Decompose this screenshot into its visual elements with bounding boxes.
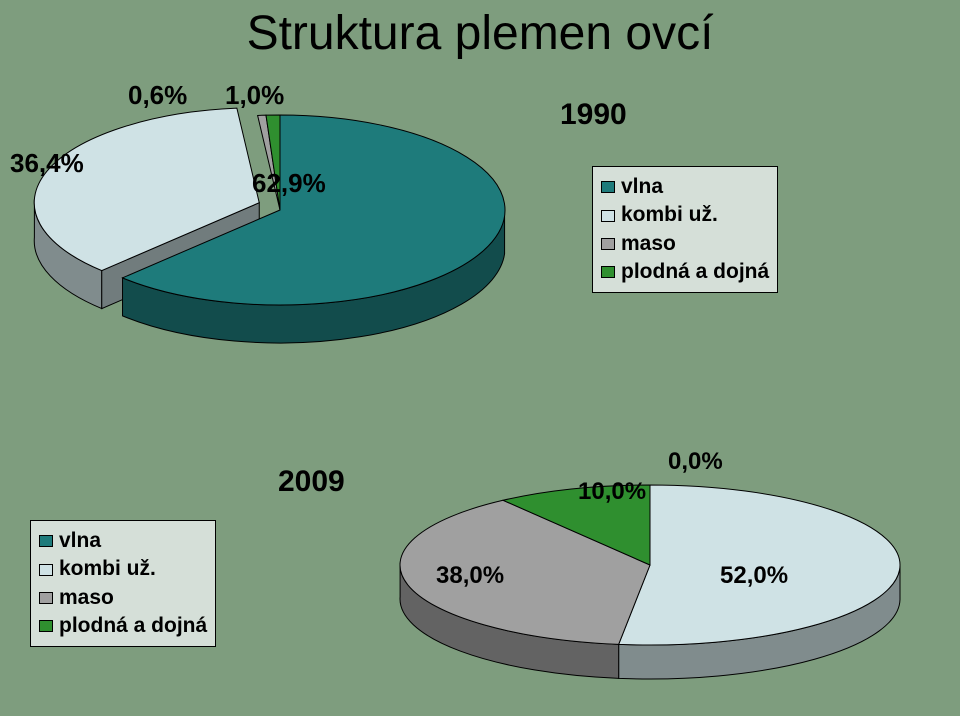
legend-swatch	[39, 592, 53, 604]
legend-item: plodná a dojná	[39, 612, 207, 640]
legend-item: vlna	[39, 527, 207, 555]
legend-swatch	[39, 620, 53, 632]
year-label-2009: 2009	[278, 465, 345, 499]
legend-2009: vlnakombi už.masoplodná a dojná	[30, 520, 216, 647]
legend-swatch	[39, 564, 53, 576]
legend-label: plodná a dojná	[59, 612, 207, 640]
legend-label: vlna	[59, 527, 101, 555]
legend-item: maso	[39, 584, 207, 612]
pct-label-38-0: 38,0%	[436, 562, 504, 590]
pct-label-0-0: 0,0%	[668, 448, 723, 476]
legend-label: kombi už.	[59, 555, 156, 583]
legend-item: kombi už.	[39, 555, 207, 583]
legend-swatch	[39, 535, 53, 547]
pct-label-52-0: 52,0%	[720, 562, 788, 590]
legend-label: maso	[59, 584, 114, 612]
pct-label-10-0: 10,0%	[578, 478, 646, 506]
